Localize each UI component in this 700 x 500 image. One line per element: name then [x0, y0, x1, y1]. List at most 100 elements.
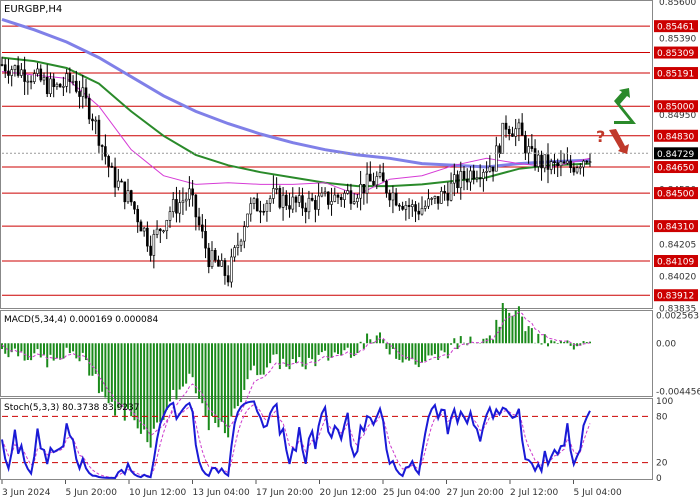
- level-price-label: 0.85000: [657, 103, 694, 113]
- candle-body: [378, 172, 382, 177]
- candle-body: [317, 195, 320, 210]
- candle-body: [385, 180, 388, 194]
- candle-body: [255, 198, 259, 212]
- stoch-tick-label: 80: [656, 412, 668, 422]
- candle-body: [336, 194, 340, 198]
- candle-body: [404, 205, 408, 210]
- candle-body: [511, 133, 514, 137]
- price-axis: 0.856000.853900.851800.849500.848300.847…: [2, 0, 698, 315]
- candle-body: [100, 145, 104, 147]
- candle-body: [259, 210, 262, 213]
- level-price-label: 0.85191: [657, 70, 694, 80]
- candle-body: [582, 160, 585, 168]
- stoch-tick-label: 20: [656, 459, 668, 469]
- candle-body: [201, 224, 204, 232]
- candle-body: [213, 250, 217, 261]
- candle-body: [0, 64, 4, 66]
- candle-body: [175, 199, 178, 214]
- candle-body: [575, 167, 579, 173]
- candle-body: [65, 73, 68, 87]
- level-price-label: 0.85461: [657, 23, 694, 33]
- candle-body: [517, 122, 521, 130]
- candle-body: [110, 165, 114, 168]
- candle-body: [162, 230, 165, 233]
- candle-body: [136, 208, 139, 223]
- candle-body: [84, 87, 88, 99]
- candle-body: [123, 181, 127, 203]
- candle-body: [129, 190, 133, 203]
- macd-histogram: [1, 302, 591, 448]
- level-price-label: 0.84500: [657, 190, 694, 200]
- candle-body: [126, 190, 130, 203]
- candle-body: [472, 170, 475, 180]
- candle-body: [171, 199, 175, 213]
- candle-body: [275, 188, 278, 190]
- price-tick-label: 0.84205: [659, 240, 696, 250]
- candle-body: [181, 200, 185, 203]
- candle-body: [562, 161, 566, 164]
- time-tick-label: 27 Jun 20:00: [447, 488, 504, 498]
- candle-body: [491, 166, 495, 172]
- candle-body: [188, 188, 191, 200]
- candle-body: [278, 188, 282, 208]
- candle-body: [152, 234, 156, 256]
- candle-body: [362, 184, 366, 194]
- stoch-axis: 100 80 20 0: [656, 397, 673, 484]
- candle-body: [120, 180, 123, 183]
- candle-body: [243, 226, 246, 242]
- candle-body: [449, 182, 453, 201]
- candle-body: [39, 68, 43, 81]
- candle-body: [488, 166, 492, 172]
- main-chart-title: EURGBP,H4: [4, 4, 62, 15]
- candle-body: [520, 122, 524, 136]
- candle-body: [20, 69, 23, 76]
- question-mark-icon: ?: [596, 127, 605, 146]
- candle-body: [178, 202, 181, 214]
- candle-body: [3, 64, 7, 72]
- candle-body: [220, 260, 223, 267]
- candle-body: [549, 161, 553, 170]
- candle-body: [230, 256, 233, 283]
- candle-body: [117, 180, 120, 188]
- level-price-label: 0.83912: [657, 292, 694, 302]
- candle-body: [346, 190, 349, 194]
- current-price-label: 0.84729: [657, 150, 694, 160]
- candle-body: [23, 69, 26, 82]
- candle-body: [330, 201, 333, 205]
- candle-body: [7, 70, 10, 76]
- candle-body: [33, 73, 36, 82]
- ma-fast-line: [1, 71, 591, 196]
- time-tick-label: 20 Jun 12:00: [320, 488, 377, 498]
- candle-body: [87, 97, 91, 120]
- candle-body: [356, 197, 359, 202]
- candle-body: [310, 197, 314, 201]
- candle-body: [420, 208, 424, 215]
- candle-body: [388, 192, 391, 201]
- level-price-label: 0.84650: [657, 164, 694, 174]
- candle-body: [26, 80, 30, 83]
- level-price-label: 0.84310: [657, 223, 694, 233]
- candle-body: [165, 220, 169, 232]
- candle-body: [58, 83, 62, 88]
- level-price-tag: [654, 161, 698, 174]
- level-price-tag: [654, 20, 698, 33]
- candle-body: [359, 184, 362, 199]
- candle-body: [533, 148, 537, 167]
- candle-body: [13, 65, 17, 70]
- stoch-tick-label: 0: [656, 474, 662, 484]
- price-tick-label: 0.83835: [659, 305, 696, 315]
- stoch-main-line: [1, 400, 591, 480]
- price-tick-label: 0.85390: [659, 34, 696, 44]
- candle-body: [45, 77, 49, 95]
- down-arrow-icon: [609, 129, 629, 154]
- candle-body: [381, 172, 385, 182]
- candle-body: [507, 128, 511, 135]
- candle-body: [566, 160, 569, 164]
- candle-body: [146, 227, 149, 247]
- stoch-tick-label: 100: [656, 397, 673, 407]
- candle-body: [540, 154, 543, 169]
- time-tick-label: 3 Jun 2024: [2, 488, 51, 498]
- candle-body: [459, 171, 463, 189]
- candle-body: [427, 198, 430, 207]
- candle-body: [272, 188, 275, 199]
